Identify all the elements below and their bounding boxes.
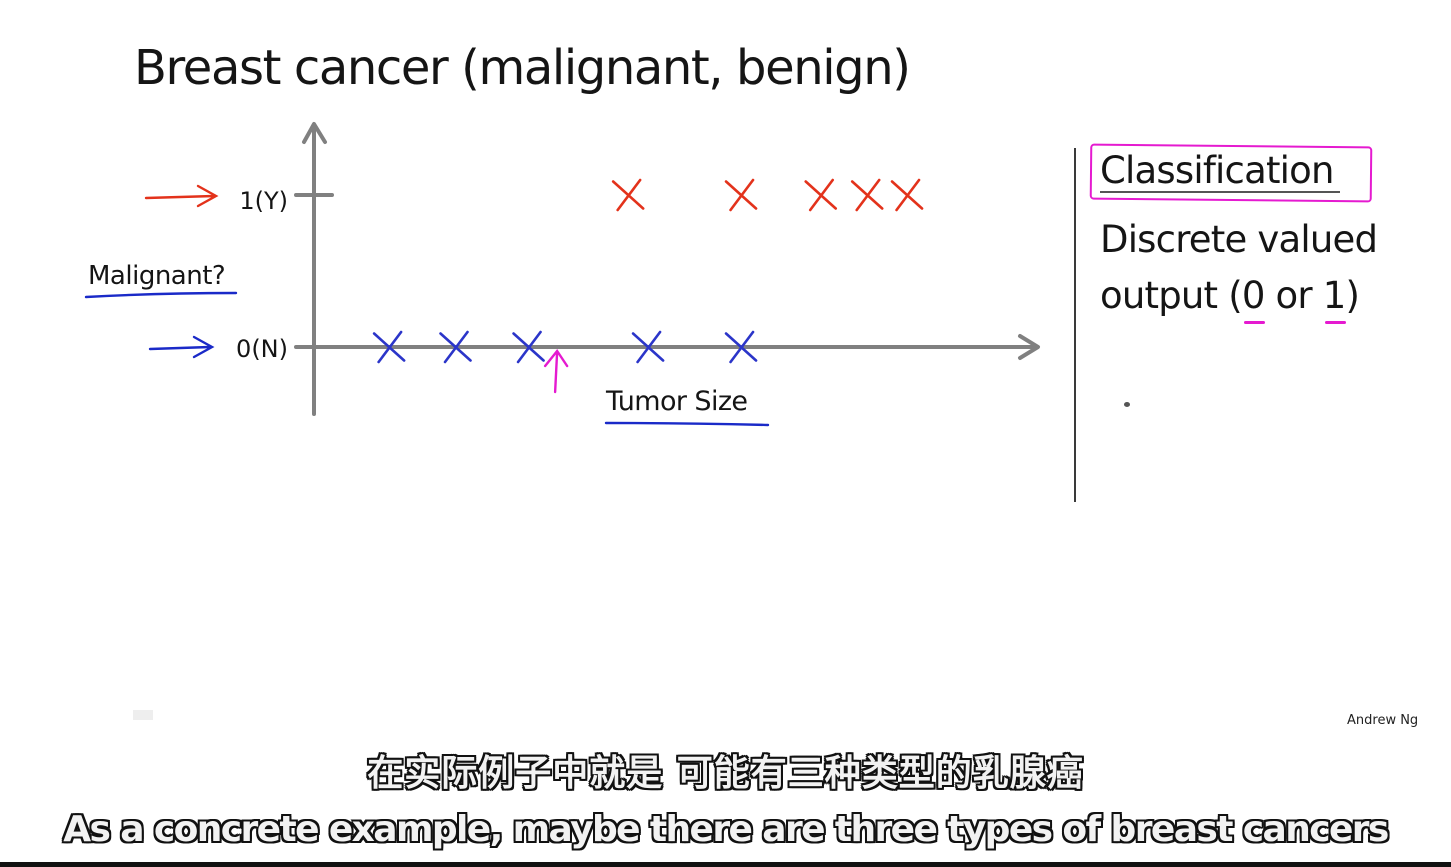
xlabel-underline	[604, 421, 770, 427]
data-point-series1-2	[512, 330, 545, 364]
threshold-arrow	[543, 348, 569, 394]
data-point-series0-3	[850, 178, 884, 212]
stray-pen-dot	[1124, 402, 1130, 407]
slide-title: Breast cancer (malignant, benign)	[134, 40, 911, 96]
chart-marks	[372, 178, 924, 364]
line2-middle: or	[1264, 274, 1323, 317]
value-one: 1	[1323, 268, 1346, 324]
description-line-1: Discrete valued	[1100, 218, 1378, 261]
data-point-series1-4	[724, 330, 758, 364]
subtitle-english: As a concrete example, maybe there are t…	[63, 809, 1389, 850]
description-line-2: output (0 or 1)	[1100, 268, 1377, 324]
chart-axes	[84, 122, 1040, 427]
y-tick-label-0: 0(N)	[236, 335, 288, 363]
faint-mark	[133, 710, 153, 720]
y-tick-label-1: 1(Y)	[239, 187, 288, 215]
data-point-series1-1	[439, 330, 472, 364]
panel-divider	[1074, 148, 1076, 502]
ylabel-underline	[84, 291, 238, 299]
data-point-series1-3	[631, 330, 665, 364]
data-point-series0-2	[804, 178, 838, 212]
y-axis-arrowhead	[302, 122, 327, 144]
line2-after: )	[1345, 274, 1360, 317]
arrow-to-no	[148, 335, 215, 359]
classification-panel: Classification Discrete valued output (0…	[1074, 140, 1404, 510]
value-zero: 0	[1242, 268, 1265, 324]
y-axis-label: Malignant?	[88, 261, 225, 291]
data-point-series1-0	[372, 330, 406, 364]
x-axis-label: Tumor Size	[605, 386, 747, 417]
x-axis-arrowhead	[1018, 334, 1040, 360]
classification-heading: Classification	[1100, 149, 1334, 192]
classification-underline	[1100, 191, 1340, 193]
data-point-series0-1	[724, 178, 758, 212]
arrow-to-yes	[144, 184, 219, 208]
author-credit: Andrew Ng	[1347, 713, 1419, 728]
line2-before: output (	[1100, 274, 1243, 317]
data-point-series0-4	[890, 178, 924, 212]
subtitle-chinese: 在实际例子中就是 可能有三种类型的乳腺癌	[367, 753, 1084, 794]
video-bottom-bar	[0, 862, 1451, 867]
data-point-series0-0	[611, 178, 645, 212]
classification-description: Discrete valued output (0 or 1)	[1100, 212, 1378, 324]
